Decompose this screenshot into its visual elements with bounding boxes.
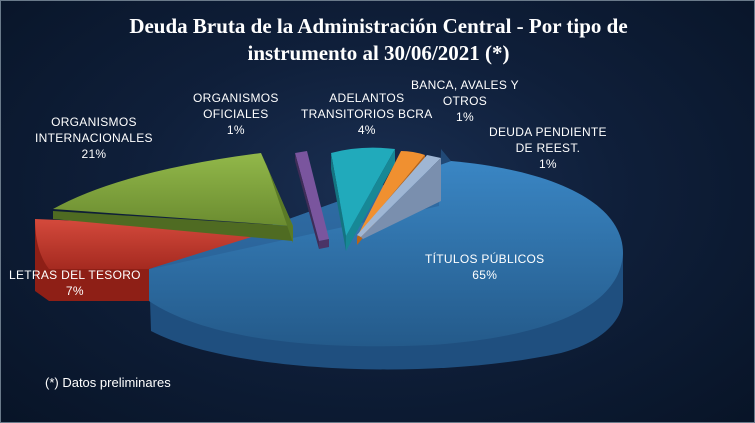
label-letras-del-tesoro: LETRAS DEL TESORO 7% — [9, 268, 141, 298]
chart-title: Deuda Bruta de la Administración Central… — [41, 13, 716, 67]
slice-titulos-publicos — [149, 149, 623, 370]
footnote: (*) Datos preliminares — [45, 375, 171, 390]
label-titulos-publicos: TÍTULOS PÚBLICOS 65% — [425, 252, 545, 282]
slice-deuda-pendiente — [357, 155, 441, 239]
chart-title-line-1: Deuda Bruta de la Administración Central… — [129, 14, 628, 38]
chart-title-line-2: instrumento al 30/06/2021 (*) — [247, 41, 510, 65]
slice-organismos-oficiales — [295, 151, 329, 249]
label-adelantos-transitorios: ADELANTOS TRANSITORIOS BCRA 4% — [301, 91, 433, 137]
label-banca-avales-otros: BANCA, AVALES Y OTROS 1% — [411, 78, 519, 124]
label-organismos-internacionales: ORGANISMOS INTERNACIONALES 21% — [35, 115, 153, 161]
label-deuda-pendiente: DEUDA PENDIENTE DE REEST. 1% — [489, 125, 607, 171]
slice-adelantos-transitorios — [331, 147, 395, 251]
label-organismos-oficiales: ORGANISMOS OFICIALES 1% — [193, 91, 279, 137]
slice-organismos-internacionales — [53, 153, 293, 243]
